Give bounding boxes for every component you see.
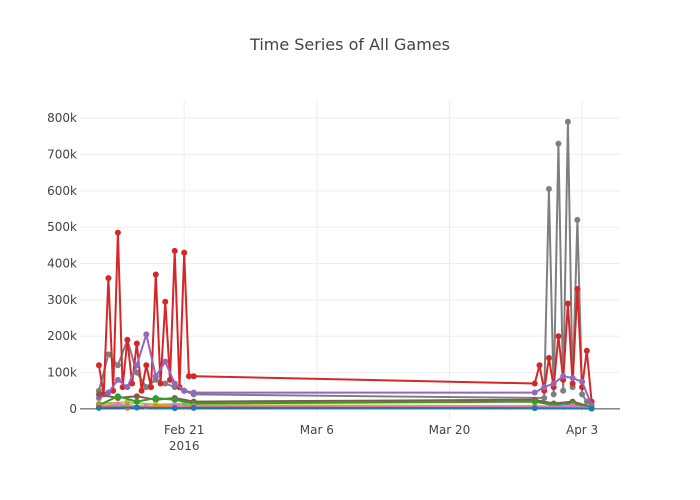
- series-line: [97, 231, 593, 402]
- y-tick-label: 500k: [47, 220, 77, 234]
- series-line: [98, 333, 593, 406]
- data-point: [152, 395, 159, 402]
- data-point: [95, 404, 102, 411]
- data-point: [114, 401, 121, 408]
- data-point: [190, 404, 197, 411]
- data-point: [583, 398, 590, 405]
- data-point: [555, 140, 562, 147]
- data-point: [560, 373, 567, 380]
- data-point: [185, 373, 192, 380]
- data-point: [574, 216, 581, 223]
- y-tick-label: 200k: [47, 329, 77, 343]
- data-point: [162, 358, 169, 365]
- data-point: [114, 393, 121, 400]
- data-point: [531, 405, 538, 412]
- data-point: [152, 373, 159, 380]
- data-point: [114, 362, 121, 369]
- chart-title: Time Series of All Games: [249, 35, 450, 54]
- data-point: [555, 333, 562, 340]
- y-tick-label: 800k: [47, 111, 77, 125]
- data-point: [133, 398, 140, 405]
- data-point: [531, 380, 538, 387]
- series-layer: [95, 118, 595, 412]
- x-tick-label: Apr 3: [566, 423, 598, 437]
- y-tick-label: 600k: [47, 184, 77, 198]
- data-point: [541, 395, 548, 402]
- data-point: [105, 275, 112, 282]
- data-point: [564, 118, 571, 125]
- data-point: [171, 247, 178, 254]
- y-tick-label: 0: [69, 402, 77, 416]
- data-point: [162, 380, 169, 387]
- data-point: [171, 405, 178, 412]
- y-tick-label: 100k: [47, 366, 77, 380]
- data-point: [114, 229, 121, 236]
- series-line: [98, 403, 592, 410]
- data-point: [583, 347, 590, 354]
- data-point: [124, 384, 131, 391]
- data-point: [148, 384, 155, 391]
- data-point: [545, 355, 552, 362]
- data-point: [536, 362, 543, 369]
- data-point: [588, 405, 595, 412]
- data-point: [133, 340, 140, 347]
- data-point: [190, 373, 197, 380]
- data-point: [105, 351, 112, 358]
- data-point: [171, 380, 178, 387]
- data-point: [133, 362, 140, 369]
- y-tick-label: 400k: [47, 257, 77, 271]
- series-line: [98, 406, 592, 410]
- data-point: [531, 389, 538, 396]
- data-point: [124, 336, 131, 343]
- data-point: [574, 285, 581, 292]
- data-point: [152, 271, 159, 278]
- data-point: [564, 300, 571, 307]
- data-point: [143, 362, 150, 369]
- data-point: [541, 384, 548, 391]
- data-point: [143, 331, 150, 338]
- data-point: [105, 389, 112, 396]
- data-point: [133, 393, 140, 400]
- series-line: [98, 393, 592, 409]
- y-tick-label: 700k: [47, 148, 77, 162]
- data-point: [531, 398, 538, 405]
- data-point: [550, 391, 557, 398]
- data-point: [114, 376, 121, 383]
- data-point: [579, 391, 586, 398]
- data-point: [569, 380, 576, 387]
- data-point: [133, 404, 140, 411]
- data-point: [162, 298, 169, 305]
- y-tick-label: 300k: [47, 293, 77, 307]
- data-point: [569, 375, 576, 382]
- data-point: [545, 186, 552, 193]
- data-point: [181, 249, 188, 256]
- data-point: [171, 396, 178, 403]
- axis-layer: Feb 21 2016 Mar 6 Mar 20 Apr 3 0 100k 200k 300k 4…: [47, 111, 598, 453]
- data-point: [95, 391, 102, 398]
- x-tick-label: Mar 6: [300, 423, 334, 437]
- series-line: [97, 120, 593, 407]
- data-point: [138, 387, 145, 394]
- x-tick-label: Mar 20: [429, 423, 471, 437]
- x-tick-sublabel: 2016: [169, 439, 200, 453]
- data-point: [560, 387, 567, 394]
- data-point: [143, 384, 150, 391]
- data-point: [181, 387, 188, 394]
- data-point: [550, 380, 557, 387]
- data-point: [579, 378, 586, 385]
- x-tick-label: Feb 21: [164, 423, 204, 437]
- data-point: [190, 389, 197, 396]
- data-point: [95, 362, 102, 369]
- data-point: [157, 380, 164, 387]
